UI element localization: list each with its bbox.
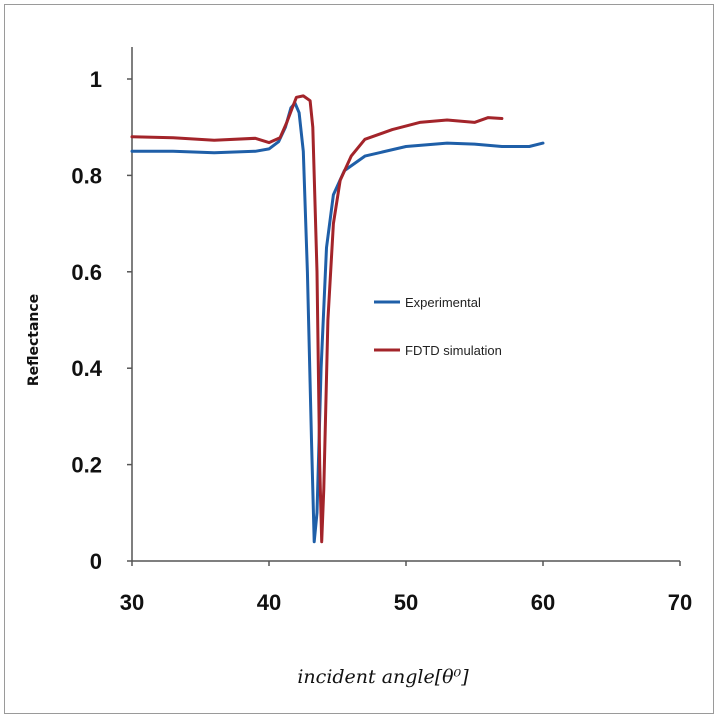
series-line-fdtd-simulation <box>130 94 504 544</box>
y-axis-label: Reflectance <box>26 294 42 386</box>
x-tick-label: 40 <box>257 590 281 615</box>
y-tick-label: 1 <box>90 67 102 92</box>
y-tick-label: 0.4 <box>71 356 102 381</box>
x-tick-label: 50 <box>394 590 418 615</box>
y-ticks: 0 0.2 0.4 0.6 0.8 1 <box>71 67 132 574</box>
x-axis-label: incident angle[θ⁰] <box>297 666 469 688</box>
legend: Experimental FDTD simulation <box>374 295 502 358</box>
chart-frame <box>4 4 714 714</box>
x-tick-label: 30 <box>120 590 144 615</box>
y-tick-label: 0.6 <box>71 260 102 285</box>
series-layer <box>130 94 545 544</box>
x-tick-label: 60 <box>531 590 555 615</box>
x-tick-label: 70 <box>668 590 692 615</box>
series-line-experimental <box>130 101 545 544</box>
x-ticks: 30 40 50 60 70 <box>120 561 692 615</box>
y-tick-label: 0.2 <box>71 453 102 478</box>
legend-label-experimental: Experimental <box>405 295 481 310</box>
y-tick-label: 0.8 <box>71 163 102 188</box>
legend-label-fdtd: FDTD simulation <box>405 343 502 358</box>
y-tick-label: 0 <box>90 549 102 574</box>
